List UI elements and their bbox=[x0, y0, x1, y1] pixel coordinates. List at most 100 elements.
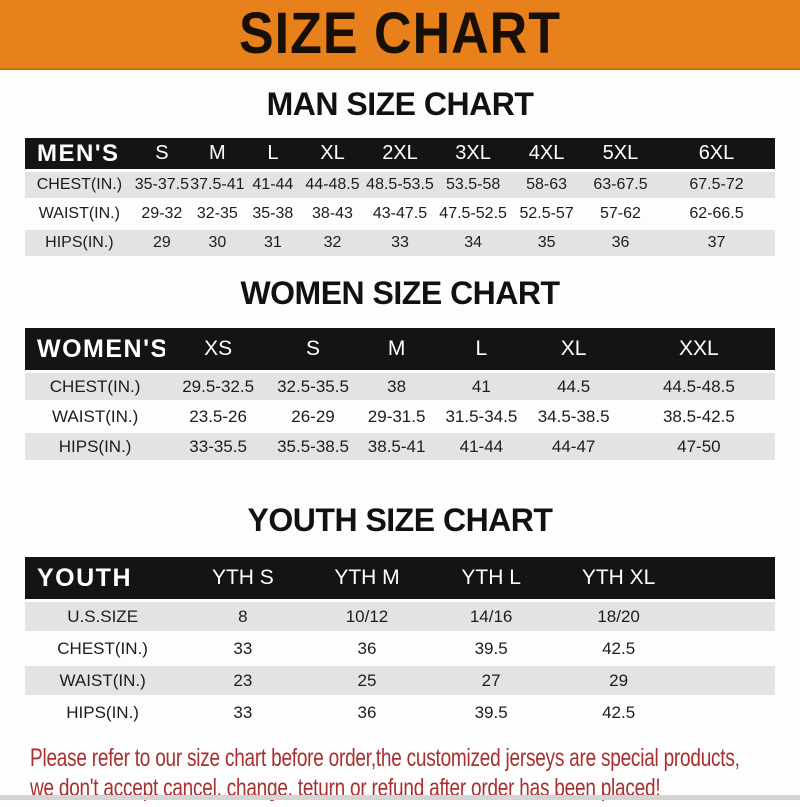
size-column-header: 5XL bbox=[582, 138, 658, 169]
mens-size-table: MEN'S S M L XL 2XL 3XL 4XL 5XL 6XL CHEST(IN.) 35-37… bbox=[25, 135, 775, 259]
size-value-cell bbox=[683, 698, 775, 727]
size-column-header: L bbox=[438, 328, 525, 370]
size-value-cell: 58-63 bbox=[510, 172, 583, 198]
title-banner: SIZE CHART bbox=[0, 0, 800, 70]
table-header-row: MEN'S S M L XL 2XL 3XL 4XL 5XL 6XL bbox=[25, 138, 775, 169]
size-value-cell: 8 bbox=[180, 602, 306, 631]
size-value-cell: 30 bbox=[190, 230, 245, 256]
size-value-cell: 23 bbox=[180, 666, 306, 695]
size-value-cell: 44.5-48.5 bbox=[622, 373, 775, 400]
size-value-cell: 47.5-52.5 bbox=[435, 201, 511, 227]
size-value-cell bbox=[683, 602, 775, 631]
size-value-cell: 34 bbox=[435, 230, 511, 256]
size-column-header: 3XL bbox=[435, 138, 511, 169]
size-column-header: YTH XL bbox=[553, 557, 684, 599]
size-value-cell: 47-50 bbox=[622, 433, 775, 460]
size-value-cell: 14/16 bbox=[428, 602, 554, 631]
disclaimer-line-1: Please refer to our size chart before or… bbox=[30, 744, 740, 772]
measurement-row: HIPS(IN.) 33-35.5 35.5-38.5 38.5-41 41-44 44-… bbox=[25, 433, 775, 460]
row-label-cell: CHEST(IN.) bbox=[25, 373, 166, 400]
row-label-cell: WAIST(IN.) bbox=[25, 666, 181, 695]
youth-size-table-wrap: YOUTH YTH S YTH M YTH L YTH XL U.S.SIZE 8 10/12… bbox=[25, 554, 775, 730]
youth-size-table: YOUTH YTH S YTH M YTH L YTH XL U.S.SIZE 8 10/12… bbox=[25, 554, 775, 730]
size-column-header: S bbox=[271, 328, 355, 370]
measurement-row: U.S.SIZE 8 10/12 14/16 18/20 bbox=[25, 602, 775, 631]
size-value-cell: 32.5-35.5 bbox=[271, 373, 355, 400]
page-title: SIZE CHART bbox=[239, 1, 561, 67]
size-value-cell: 29 bbox=[133, 230, 190, 256]
size-column-header: 2XL bbox=[363, 138, 436, 169]
row-label-cell: WAIST(IN.) bbox=[25, 403, 166, 430]
size-value-cell: 35.5-38.5 bbox=[271, 433, 355, 460]
measurement-row: HIPS(IN.) 33 36 39.5 42.5 bbox=[25, 698, 775, 727]
table-header-row: WOMEN'S XS S M L XL XXL bbox=[25, 328, 775, 370]
measurement-row: CHEST(IN.) 35-37.5 37.5-41 41-44 44-48.5 48.5… bbox=[25, 172, 775, 198]
size-value-cell: 33 bbox=[180, 634, 306, 663]
measurement-row: CHEST(IN.) 33 36 39.5 42.5 bbox=[25, 634, 775, 663]
size-value-cell: 33 bbox=[363, 230, 436, 256]
size-value-cell: 31.5-34.5 bbox=[438, 403, 525, 430]
size-value-cell: 29 bbox=[553, 666, 684, 695]
row-label-cell: HIPS(IN.) bbox=[25, 433, 166, 460]
size-value-cell: 27 bbox=[428, 666, 554, 695]
size-column-header bbox=[683, 557, 775, 599]
size-value-cell: 33 bbox=[180, 698, 306, 727]
size-value-cell: 41-44 bbox=[244, 172, 301, 198]
size-value-cell: 36 bbox=[305, 698, 429, 727]
disclaimer-text: Please refer to our size chart before or… bbox=[0, 743, 800, 803]
size-column-header: M bbox=[190, 138, 245, 169]
size-column-header: XXL bbox=[622, 328, 775, 370]
row-label-cell: HIPS(IN.) bbox=[25, 230, 134, 256]
size-value-cell: 63-67.5 bbox=[582, 172, 658, 198]
size-column-header: XL bbox=[524, 328, 623, 370]
size-value-cell: 44-48.5 bbox=[301, 172, 364, 198]
size-value-cell: 38.5-41 bbox=[355, 433, 439, 460]
size-value-cell: 32 bbox=[301, 230, 364, 256]
size-value-cell: 33-35.5 bbox=[165, 433, 271, 460]
size-value-cell: 38-43 bbox=[301, 201, 364, 227]
table-group-label: WOMEN'S bbox=[25, 328, 166, 370]
size-column-header: YTH M bbox=[305, 557, 429, 599]
size-value-cell: 35-37.5 bbox=[133, 172, 190, 198]
youth-size-section: YOUTH SIZE CHART YOUTH YTH S YTH M YTH L YTH… bbox=[0, 502, 800, 730]
women-size-table-wrap: WOMEN'S XS S M L XL XXL CHEST(IN.) 29.5-32.5 32.5… bbox=[25, 325, 775, 463]
size-column-header: XS bbox=[165, 328, 271, 370]
size-value-cell: 23.5-26 bbox=[165, 403, 271, 430]
size-value-cell: 67.5-72 bbox=[657, 172, 775, 198]
size-column-header: YTH S bbox=[180, 557, 306, 599]
size-value-cell: 36 bbox=[305, 634, 429, 663]
size-value-cell: 43-47.5 bbox=[363, 201, 436, 227]
row-label-cell: CHEST(IN.) bbox=[25, 172, 134, 198]
size-value-cell: 25 bbox=[305, 666, 429, 695]
row-label-cell: HIPS(IN.) bbox=[25, 698, 181, 727]
size-value-cell: 44.5 bbox=[524, 373, 623, 400]
size-value-cell: 57-62 bbox=[582, 201, 658, 227]
women-size-section: WOMEN SIZE CHART WOMEN'S XS S M L XL XXL CHEST(… bbox=[0, 275, 800, 463]
measurement-row: WAIST(IN.) 23.5-26 26-29 29-31.5 31.5-34.5 34… bbox=[25, 403, 775, 430]
size-value-cell: 39.5 bbox=[428, 698, 554, 727]
measurement-row: WAIST(IN.) 23 25 27 29 bbox=[25, 666, 775, 695]
size-column-header: S bbox=[133, 138, 190, 169]
size-value-cell: 52.5-57 bbox=[510, 201, 583, 227]
women-section-heading: WOMEN SIZE CHART bbox=[240, 275, 560, 311]
table-group-label: YOUTH bbox=[25, 557, 181, 599]
bottom-edge-strip bbox=[0, 795, 800, 800]
measurement-row: CHEST(IN.) 29.5-32.5 32.5-35.5 38 41 44.5 44.5… bbox=[25, 373, 775, 400]
womens-size-table: WOMEN'S XS S M L XL XXL CHEST(IN.) 29.5-32.5 32.5… bbox=[25, 325, 775, 463]
measurement-row: WAIST(IN.) 29-32 32-35 35-38 38-43 43-47.5 47.… bbox=[25, 201, 775, 227]
size-value-cell bbox=[683, 634, 775, 663]
size-value-cell: 38 bbox=[355, 373, 439, 400]
men-size-table-wrap: MEN'S S M L XL 2XL 3XL 4XL 5XL 6XL CHEST(IN.) 35-37… bbox=[25, 135, 775, 259]
size-value-cell: 29.5-32.5 bbox=[165, 373, 271, 400]
table-header-row: YOUTH YTH S YTH M YTH L YTH XL bbox=[25, 557, 775, 599]
size-value-cell: 35-38 bbox=[244, 201, 301, 227]
size-value-cell: 29-32 bbox=[133, 201, 190, 227]
size-value-cell: 18/20 bbox=[553, 602, 684, 631]
size-value-cell: 31 bbox=[244, 230, 301, 256]
row-label-cell: U.S.SIZE bbox=[25, 602, 181, 631]
measurement-row: HIPS(IN.) 29 30 31 32 33 34 35 36 37 bbox=[25, 230, 775, 256]
size-value-cell: 38.5-42.5 bbox=[622, 403, 775, 430]
size-column-header: XL bbox=[301, 138, 364, 169]
size-column-header: 4XL bbox=[510, 138, 583, 169]
